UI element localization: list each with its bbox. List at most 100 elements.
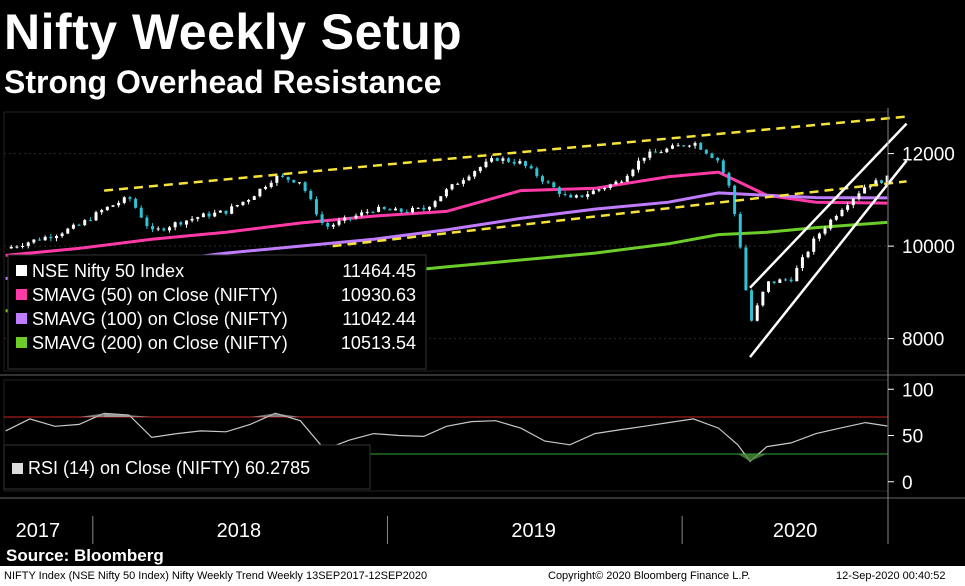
candle-body [800, 257, 804, 268]
candle-body [258, 188, 262, 197]
price-legend: NSE Nifty 50 Index 11464.45 SMAVG (50) on … [7, 254, 427, 370]
candle-body [139, 207, 143, 218]
candle-body [716, 157, 720, 161]
candle-body [653, 151, 657, 153]
candle-body [77, 224, 81, 226]
chart-canvas: NSE Nifty 50 Index 11464.45 SMAVG (50) on … [0, 108, 965, 544]
candle-body [637, 160, 641, 170]
candle-body [128, 197, 132, 199]
candle-body [868, 186, 872, 188]
channel-upper-line [749, 122, 908, 289]
legend-value: 11042.44 [342, 309, 416, 329]
chart-subtitle: Strong Overhead Resistance [4, 64, 442, 100]
candle-body [744, 247, 748, 291]
candle-body [783, 279, 787, 281]
candle-body [235, 204, 239, 207]
rsi-overbought-fill [104, 413, 152, 417]
candle-body [806, 251, 810, 258]
x-tick-label: 2019 [511, 520, 556, 542]
candle-body [38, 239, 42, 241]
candle-body [608, 184, 612, 188]
candle-body [331, 224, 335, 227]
candle-body [15, 246, 19, 248]
candle-body [156, 228, 160, 230]
candle-body [410, 207, 414, 213]
candle-body [557, 187, 561, 195]
candle-body [863, 187, 867, 194]
candle-body [213, 212, 217, 217]
candle-body [365, 211, 369, 213]
candle-body [518, 161, 522, 164]
candle-body [478, 167, 482, 172]
price-tick-label: 8000 [902, 330, 944, 351]
candle-body [43, 236, 47, 241]
candle-body [303, 182, 307, 191]
candle-body [676, 145, 680, 147]
legend-swatch [16, 337, 27, 348]
candle-body [422, 207, 426, 210]
candle-body [371, 211, 375, 213]
candle-body [580, 195, 584, 197]
footer-copyright: Copyright© 2020 Bloomberg Finance L.P. [548, 570, 751, 582]
candle-body [162, 228, 166, 231]
axes: 8000 10000 12000 0 50 100 2017 2018 2019 2020 [0, 108, 965, 544]
candle-body [427, 206, 431, 210]
legend-label: RSI (14) on Close (NIFTY) 60.2785 [28, 458, 310, 478]
candle-body [778, 279, 782, 283]
candle-body [88, 220, 92, 222]
rsi-legend: RSI (14) on Close (NIFTY) 60.2785 [3, 444, 371, 490]
candle-body [767, 281, 771, 292]
footer-left: NIFTY Index (NSE Nifty 50 Index) Nifty W… [4, 570, 428, 582]
candle-body [399, 208, 403, 212]
candle-body [66, 228, 70, 234]
candle-body [490, 158, 494, 162]
candle-body [252, 196, 256, 200]
rsi-overbought-fill [250, 413, 301, 417]
price-tick-label: 10000 [902, 237, 955, 258]
ma-line [5, 170, 888, 257]
candle-body [218, 210, 222, 213]
candle-body [122, 197, 126, 203]
candle-body [281, 175, 285, 177]
candle-body [314, 199, 318, 215]
candle-body [348, 217, 352, 219]
legend-label: NSE Nifty 50 Index [32, 261, 184, 281]
candle-body [145, 217, 149, 227]
candle-body [750, 290, 754, 321]
candle-body [275, 175, 279, 183]
candle-body [693, 143, 697, 146]
candle-body [535, 168, 539, 177]
candle-body [179, 222, 183, 225]
candle-body [586, 194, 590, 197]
candle-body [529, 166, 533, 169]
candle-body [9, 246, 13, 249]
rsi-tick-label: 0 [902, 473, 913, 494]
candle-body [167, 227, 171, 231]
candle-body [473, 171, 477, 177]
candle-body [269, 182, 273, 187]
footer-bar: NIFTY Index (NSE Nifty 50 Index) Nifty W… [0, 566, 965, 586]
candle-body [755, 305, 759, 321]
candle-body [105, 206, 109, 211]
candle-body [100, 210, 104, 213]
candle-body [320, 214, 324, 224]
candle-body [772, 281, 776, 283]
candle-body [32, 239, 36, 243]
candle-body [343, 217, 347, 221]
candle-body [286, 176, 290, 180]
candle-body [416, 207, 420, 209]
legend-label: SMAVG (50) on Close (NIFTY) [32, 285, 278, 305]
candle-body [117, 202, 121, 206]
candle-body [134, 198, 138, 208]
candle-body [433, 201, 437, 207]
candle-body [625, 175, 629, 182]
candle-body [21, 245, 25, 247]
legend-label: SMAVG (200) on Close (NIFTY) [32, 333, 288, 353]
candle-body [394, 208, 398, 211]
candle-body [49, 236, 53, 239]
candle-body [83, 220, 87, 226]
candle-body [337, 220, 341, 225]
legend-swatch [16, 313, 27, 324]
candle-body [648, 151, 652, 158]
lower-support-line [332, 180, 907, 248]
